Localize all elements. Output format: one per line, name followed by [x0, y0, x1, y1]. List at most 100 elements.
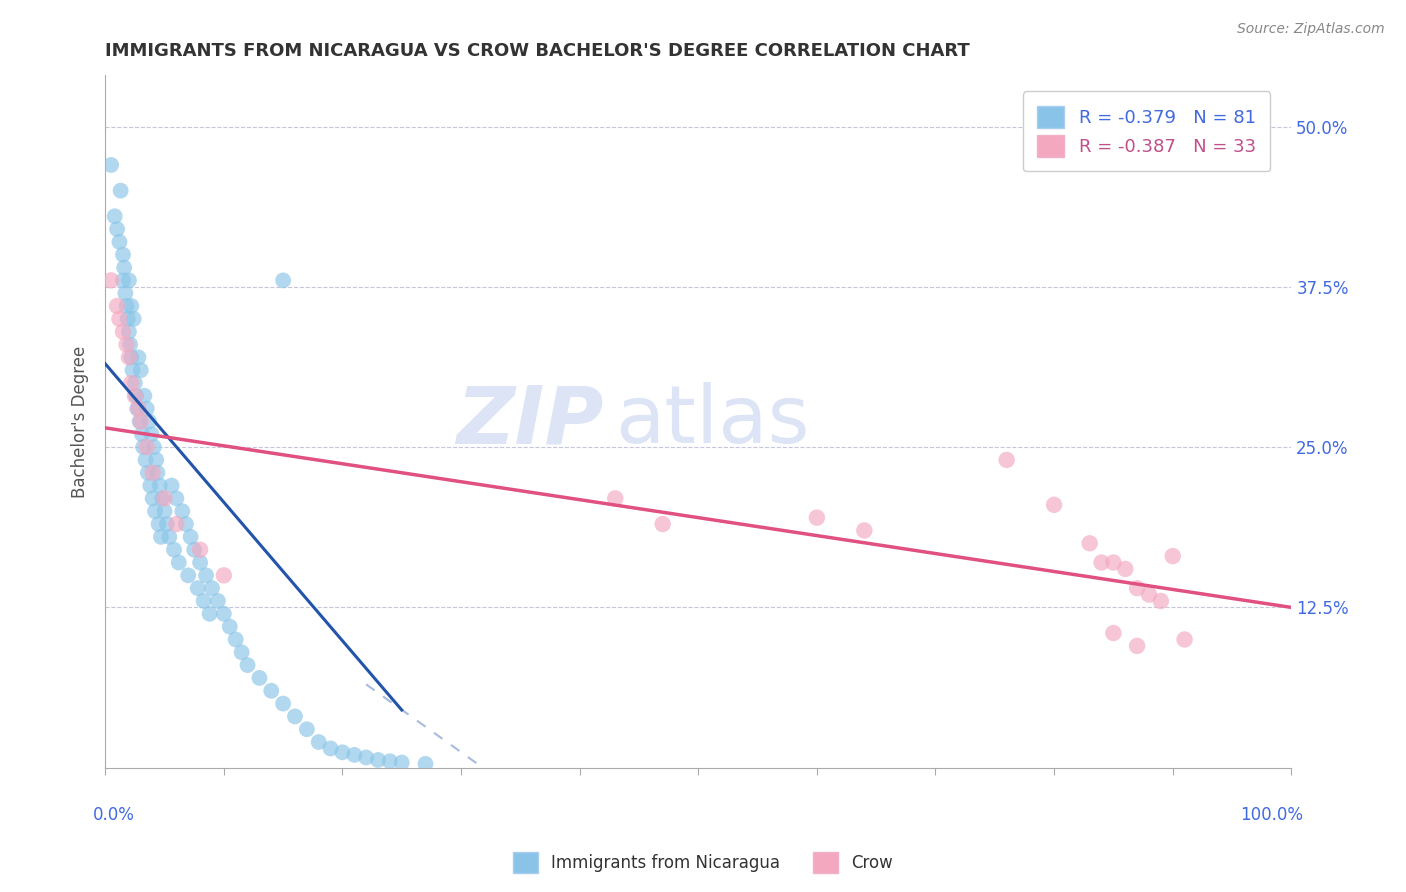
- Point: [1161, 549, 1184, 563]
- Text: atlas: atlas: [616, 383, 810, 460]
- Point: [153, 504, 176, 518]
- Point: [118, 325, 141, 339]
- Point: [122, 311, 145, 326]
- Point: [1126, 581, 1149, 595]
- Point: [174, 516, 197, 531]
- Point: [148, 516, 170, 531]
- Point: [218, 620, 240, 634]
- Point: [295, 723, 318, 737]
- Point: [308, 735, 330, 749]
- Point: [177, 568, 200, 582]
- Point: [1137, 588, 1160, 602]
- Point: [367, 753, 389, 767]
- Point: [165, 491, 187, 506]
- Point: [187, 581, 209, 595]
- Point: [136, 466, 159, 480]
- Point: [104, 209, 127, 223]
- Point: [167, 556, 190, 570]
- Point: [135, 440, 157, 454]
- Point: [139, 478, 162, 492]
- Point: [212, 568, 235, 582]
- Point: [319, 741, 342, 756]
- Point: [651, 516, 673, 531]
- Point: [1102, 556, 1125, 570]
- Point: [198, 607, 221, 621]
- Point: [105, 222, 128, 236]
- Point: [121, 363, 143, 377]
- Point: [115, 299, 138, 313]
- Point: [135, 401, 157, 416]
- Point: [112, 260, 135, 275]
- Point: [132, 440, 155, 454]
- Text: IMMIGRANTS FROM NICARAGUA VS CROW BACHELOR'S DEGREE CORRELATION CHART: IMMIGRANTS FROM NICARAGUA VS CROW BACHEL…: [105, 42, 970, 60]
- Point: [193, 594, 215, 608]
- Point: [150, 491, 173, 506]
- Point: [271, 273, 294, 287]
- Point: [134, 389, 156, 403]
- Point: [172, 504, 194, 518]
- Point: [231, 645, 253, 659]
- Point: [332, 745, 354, 759]
- Point: [108, 235, 131, 249]
- Point: [149, 530, 172, 544]
- Point: [1078, 536, 1101, 550]
- Point: [141, 427, 163, 442]
- Point: [156, 516, 179, 531]
- Point: [153, 491, 176, 506]
- Point: [128, 414, 150, 428]
- Point: [853, 524, 876, 538]
- Point: [271, 697, 294, 711]
- Point: [806, 510, 828, 524]
- Point: [118, 273, 141, 287]
- Point: [225, 632, 247, 647]
- Point: [149, 478, 172, 492]
- Point: [284, 709, 307, 723]
- Point: [108, 311, 131, 326]
- Point: [100, 273, 122, 287]
- Point: [117, 311, 139, 326]
- Point: [142, 466, 165, 480]
- Point: [111, 325, 134, 339]
- Point: [391, 756, 413, 770]
- Point: [120, 337, 142, 351]
- Point: [145, 453, 167, 467]
- Text: Source: ZipAtlas.com: Source: ZipAtlas.com: [1237, 22, 1385, 37]
- Point: [260, 683, 283, 698]
- Point: [143, 504, 166, 518]
- Point: [115, 337, 138, 351]
- Point: [343, 747, 366, 762]
- Point: [415, 756, 437, 771]
- Point: [1174, 632, 1197, 647]
- Point: [1102, 626, 1125, 640]
- Legend: R = -0.379   N = 81, R = -0.387   N = 33: R = -0.379 N = 81, R = -0.387 N = 33: [1024, 91, 1271, 171]
- Text: 0.0%: 0.0%: [93, 805, 135, 824]
- Text: 100.0%: 100.0%: [1240, 805, 1303, 824]
- Point: [142, 491, 165, 506]
- Point: [354, 750, 377, 764]
- Point: [157, 530, 180, 544]
- Point: [127, 401, 149, 416]
- Point: [111, 273, 134, 287]
- Point: [165, 516, 187, 531]
- Point: [183, 542, 205, 557]
- Point: [120, 299, 142, 313]
- Point: [135, 453, 157, 467]
- Point: [188, 556, 211, 570]
- Point: [1150, 594, 1173, 608]
- Point: [124, 389, 146, 403]
- Point: [127, 401, 149, 416]
- Point: [207, 594, 229, 608]
- Point: [114, 286, 136, 301]
- Point: [249, 671, 271, 685]
- Point: [105, 299, 128, 313]
- Point: [236, 658, 259, 673]
- Point: [1126, 639, 1149, 653]
- Text: ZIP: ZIP: [456, 383, 603, 460]
- Point: [124, 376, 146, 390]
- Point: [188, 542, 211, 557]
- Point: [131, 427, 153, 442]
- Point: [129, 363, 152, 377]
- Point: [195, 568, 218, 582]
- Point: [142, 440, 165, 454]
- Point: [111, 248, 134, 262]
